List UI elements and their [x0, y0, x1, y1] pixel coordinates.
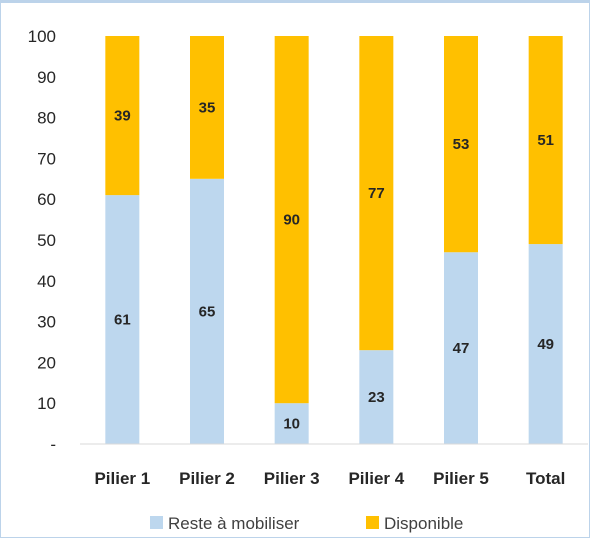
x-axis-categories: Pilier 1 Pilier 2 Pilier 3 Pilier 4 Pilier 5… [94, 469, 565, 488]
data-labels: 61 39 65 35 10 90 23 77 47 53 49 51 [114, 99, 554, 432]
x-category-label: Pilier 3 [264, 469, 320, 488]
bar-segment-disponible [444, 36, 478, 253]
bar-segment-reste [444, 252, 478, 444]
legend-label: Reste à mobiliser [168, 514, 300, 533]
y-tick-label: 60 [37, 190, 56, 209]
bar-segment-reste [274, 403, 309, 444]
bar-segment-reste [105, 195, 140, 444]
data-label: 23 [368, 389, 385, 406]
x-category-label: Pilier 4 [348, 469, 404, 488]
x-category-label: Pilier 5 [433, 469, 489, 488]
data-label: 49 [537, 336, 554, 353]
x-category-label: Pilier 1 [94, 469, 150, 488]
x-category-label: Total [526, 469, 565, 488]
data-label: 51 [537, 132, 554, 149]
data-label: 10 [283, 416, 300, 433]
bar-segment-disponible [190, 36, 224, 179]
data-label: 90 [283, 212, 300, 229]
bar-segment-disponible [105, 36, 140, 196]
y-tick-label: 90 [37, 68, 56, 87]
bar-segment-reste [359, 350, 394, 444]
data-label: 61 [114, 312, 131, 329]
y-tick-label: - [50, 435, 56, 454]
y-tick-label: 40 [37, 272, 56, 291]
data-label: 53 [453, 136, 470, 153]
bar-segment-reste [528, 244, 563, 444]
y-tick-label: 20 [37, 353, 56, 372]
legend-swatch [366, 516, 379, 529]
data-label: 77 [368, 185, 385, 202]
y-tick-label: 10 [37, 394, 56, 413]
bar-segment-disponible [359, 36, 394, 351]
x-category-label: Pilier 2 [179, 469, 235, 488]
data-label: 39 [114, 108, 131, 125]
y-tick-label: 30 [37, 313, 56, 332]
data-label: 47 [453, 340, 470, 357]
y-tick-label: 100 [28, 27, 56, 46]
y-tick-label: 50 [37, 231, 56, 250]
legend: Reste à mobiliser Disponible [150, 514, 463, 533]
bars [105, 36, 563, 445]
bar-segment-disponible [528, 36, 563, 245]
data-label: 65 [199, 303, 216, 320]
bar-segment-disponible [274, 36, 309, 404]
legend-label: Disponible [384, 514, 463, 533]
bar-segment-reste [190, 178, 224, 445]
y-axis-ticks: - 10 20 30 40 50 60 70 80 90 100 [28, 27, 56, 454]
y-tick-label: 80 [37, 109, 56, 128]
y-tick-label: 70 [37, 149, 56, 168]
legend-swatch [150, 516, 163, 529]
data-label: 35 [199, 99, 216, 116]
